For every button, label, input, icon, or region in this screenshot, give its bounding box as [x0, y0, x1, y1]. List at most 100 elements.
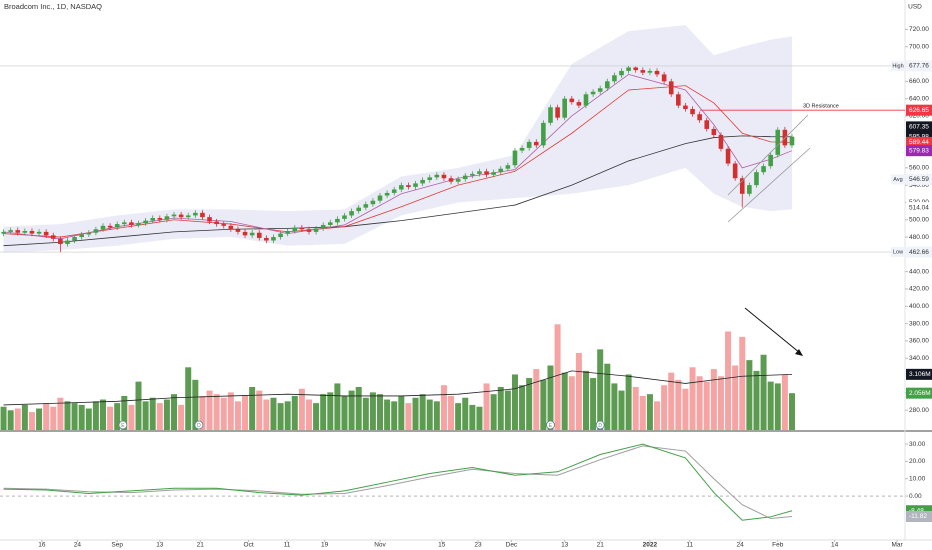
- volume-ma: [3, 370, 792, 406]
- candle-body: [739, 178, 745, 194]
- volume-bar: [767, 381, 774, 430]
- x-tick-label: 15: [438, 542, 446, 549]
- x-tick-label: 16: [38, 542, 46, 549]
- volume-bar: [710, 369, 717, 430]
- candle-body: [178, 214, 184, 218]
- candle-body: [597, 88, 603, 92]
- level-name-box: [891, 247, 905, 258]
- price-tag-label: 514.04: [909, 204, 929, 211]
- volume-bar: [561, 372, 568, 430]
- candle-body: [462, 175, 468, 180]
- event-marker: [595, 420, 605, 430]
- volume-bar: [185, 367, 192, 430]
- volume-bar: [668, 372, 675, 430]
- candle-body: [711, 128, 717, 135]
- volume-bar: [377, 394, 384, 430]
- candle-body: [22, 231, 28, 233]
- candle-body: [193, 212, 198, 216]
- volume-bar: [753, 370, 760, 430]
- y-tick-label: 20.00: [909, 458, 926, 465]
- volume-bar: [341, 395, 348, 430]
- candle-body: [491, 172, 496, 175]
- volume-bar: [440, 385, 447, 430]
- candle-body: [72, 237, 77, 241]
- candle-body: [697, 114, 702, 121]
- candle-body: [789, 136, 795, 146]
- price-tag-label: -8.48: [909, 507, 924, 514]
- volume-bar: [448, 395, 455, 430]
- candle-body: [413, 183, 418, 187]
- candle-body: [498, 168, 504, 173]
- candle-body: [626, 67, 631, 71]
- price-tag: [906, 136, 932, 148]
- candle-body: [612, 75, 617, 82]
- candle-body: [747, 185, 752, 194]
- price-tag: [906, 202, 932, 214]
- x-tick-label: 24: [737, 542, 745, 549]
- volume-bar: [582, 370, 589, 430]
- candle-body: [207, 217, 212, 222]
- candle-body: [93, 229, 99, 233]
- price-tag: [906, 387, 932, 399]
- candle-body: [278, 233, 283, 238]
- x-tick-label: 2022: [643, 542, 658, 549]
- candle-body: [555, 107, 560, 118]
- volume-bar: [575, 352, 582, 430]
- candle-body: [8, 230, 13, 232]
- candle-body: [299, 227, 305, 230]
- volume-bar: [625, 374, 632, 430]
- volume-bar: [526, 378, 533, 430]
- candle-body: [185, 215, 191, 218]
- volume-bar: [703, 381, 710, 430]
- price-tag-label: 579.83: [909, 147, 929, 154]
- level-name: High: [892, 63, 903, 69]
- candle-body: [761, 166, 766, 173]
- candle-body: [541, 122, 546, 146]
- x-tick-label: 24: [74, 542, 82, 549]
- volume-bar: [760, 354, 767, 430]
- candle-body: [143, 220, 148, 224]
- volume-bar: [249, 387, 256, 430]
- price-tag-label: 607.35: [909, 124, 929, 131]
- price-tag: [906, 368, 932, 380]
- volume-bar: [28, 412, 35, 430]
- volume-bar: [220, 397, 227, 430]
- candle-body: [569, 98, 575, 103]
- candle-body: [633, 67, 639, 71]
- candle-body: [65, 240, 70, 244]
- candle-body: [668, 81, 674, 95]
- volume-bar: [547, 365, 554, 430]
- y-tick-label: 30.00: [909, 441, 926, 448]
- level-name-box: [891, 60, 905, 71]
- channel-line: [727, 147, 811, 223]
- volume-bar: [632, 387, 639, 430]
- candle-body: [221, 224, 227, 226]
- volume-bar: [511, 374, 518, 430]
- candle-body: [285, 231, 290, 234]
- volume-bar: [178, 404, 185, 430]
- chart-title: Broadcom Inc., 1D, NASDAQ: [4, 2, 102, 11]
- volume-bar: [362, 397, 369, 430]
- volume-bar: [391, 401, 398, 430]
- volume-bar: [469, 404, 476, 430]
- candle-body: [448, 178, 454, 182]
- y-tick-label: 400.00: [909, 303, 929, 310]
- y-tick-label: 380.00: [909, 320, 929, 327]
- price-tag-label: 589.44: [909, 139, 929, 146]
- event-label: D: [197, 423, 201, 429]
- candle-body: [327, 222, 333, 225]
- volume-bar: [654, 401, 661, 430]
- price-tag: [906, 510, 932, 522]
- volume-bar: [270, 397, 277, 430]
- candle-body: [214, 221, 219, 225]
- candle-body: [519, 147, 525, 151]
- candle-body: [58, 238, 63, 244]
- candle-body: [150, 218, 156, 221]
- candle-body: [136, 223, 141, 225]
- candle-body: [164, 216, 170, 220]
- volume-bar: [64, 401, 71, 430]
- y-tick-label: 620.00: [909, 113, 929, 120]
- candle-body: [420, 179, 425, 184]
- volume-bar: [149, 397, 156, 430]
- volume-bar: [604, 363, 611, 430]
